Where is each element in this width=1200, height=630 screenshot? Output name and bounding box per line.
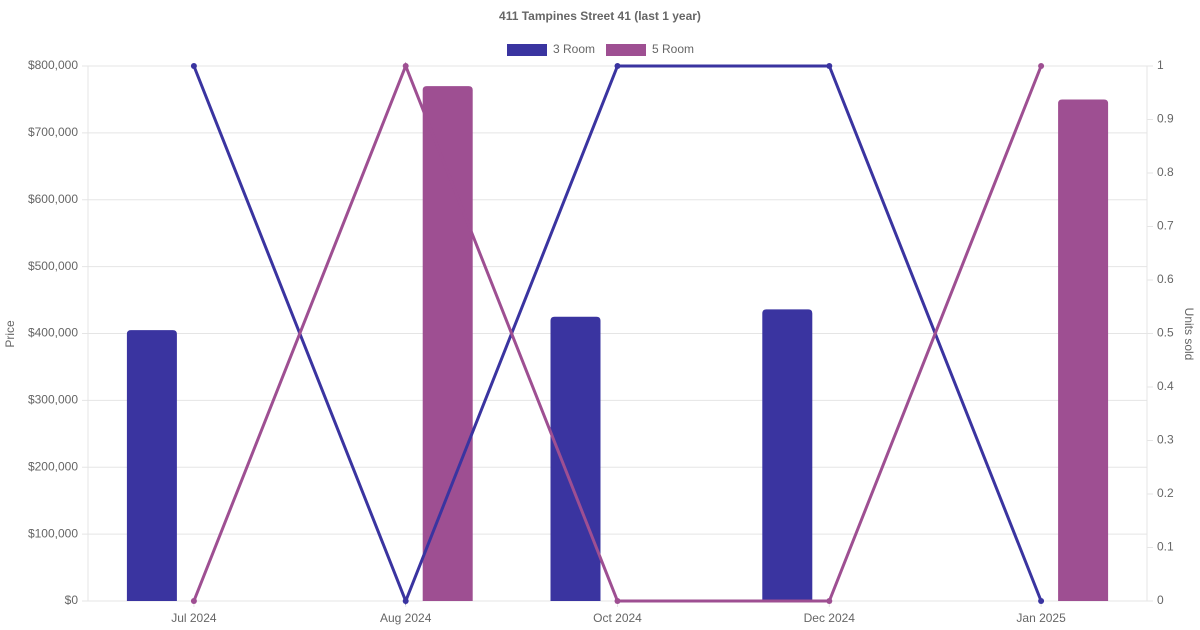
y-tick-label: $500,000 xyxy=(28,259,78,273)
y-tick-label: $100,000 xyxy=(28,526,78,540)
x-tick-label: Jul 2024 xyxy=(171,611,217,625)
y2-tick-label: 1 xyxy=(1157,58,1164,72)
bar xyxy=(762,309,813,601)
bar xyxy=(422,86,473,601)
line-point xyxy=(614,63,621,69)
y2-axis-title: Units sold xyxy=(1182,308,1196,361)
y-tick-label: $600,000 xyxy=(28,192,78,206)
line-point xyxy=(190,63,197,69)
legend-label: 5 Room xyxy=(652,42,694,56)
line-point xyxy=(826,63,833,69)
x-tick-label: Jan 2025 xyxy=(1016,611,1066,625)
x-tick-label: Oct 2024 xyxy=(593,611,642,625)
y2-tick-label: 0.3 xyxy=(1157,433,1174,447)
x-tick-label: Aug 2024 xyxy=(380,611,432,625)
y2-tick-label: 0.4 xyxy=(1157,379,1174,393)
y-tick-label: $400,000 xyxy=(28,326,78,340)
chart-title: 411 Tampines Street 41 (last 1 year) xyxy=(499,9,701,23)
line-point xyxy=(826,598,833,604)
x-tick-label: Dec 2024 xyxy=(804,611,856,625)
y2-tick-label: 0.6 xyxy=(1157,272,1174,286)
y-tick-label: $200,000 xyxy=(28,459,78,473)
y2-tick-label: 0.7 xyxy=(1157,219,1174,233)
y2-tick-label: 0.2 xyxy=(1157,486,1174,500)
y2-tick-label: 0.8 xyxy=(1157,165,1174,179)
bar xyxy=(126,330,177,601)
y-tick-label: $800,000 xyxy=(28,58,78,72)
line-point xyxy=(190,598,197,604)
y-tick-label: $300,000 xyxy=(28,393,78,407)
line-point xyxy=(402,598,409,604)
line-point xyxy=(402,63,409,69)
y2-tick-label: 0.1 xyxy=(1157,540,1174,554)
legend-swatch xyxy=(507,44,547,56)
y-tick-label: $700,000 xyxy=(28,125,78,139)
y-axis-title: Price xyxy=(3,320,17,348)
legend-swatch xyxy=(606,44,646,56)
y-tick-label: $0 xyxy=(65,593,79,607)
legend-label: 3 Room xyxy=(553,42,595,56)
y2-tick-label: 0 xyxy=(1157,593,1164,607)
line-point xyxy=(614,598,621,604)
y2-tick-label: 0.9 xyxy=(1157,112,1174,126)
y2-tick-label: 0.5 xyxy=(1157,326,1174,340)
bar xyxy=(1058,99,1109,601)
line-point xyxy=(1038,598,1045,604)
line-point xyxy=(1038,63,1045,69)
bar xyxy=(550,316,601,601)
